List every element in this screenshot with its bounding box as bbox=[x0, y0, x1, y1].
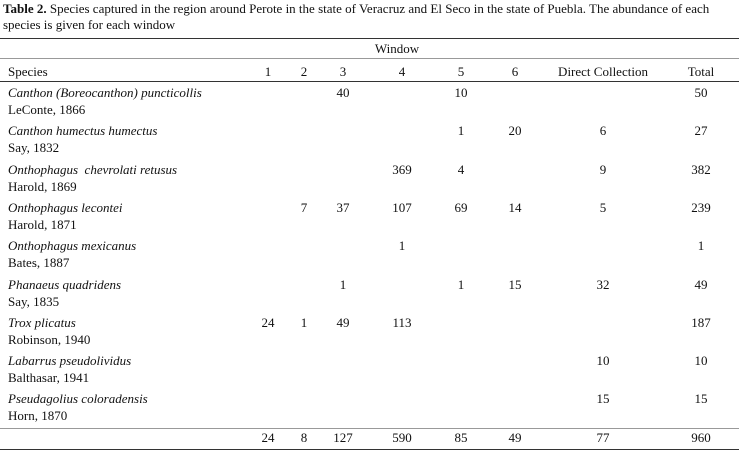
count-cell: 187 bbox=[691, 314, 711, 330]
species-author: Harold, 1869 bbox=[8, 178, 77, 194]
count-cell: 14 bbox=[508, 199, 522, 215]
count-cell: 15 bbox=[508, 276, 522, 292]
species-author: LeConte, 1866 bbox=[8, 102, 86, 117]
count-cell: 1 bbox=[339, 276, 347, 292]
count-cell: 40 bbox=[336, 85, 350, 100]
count-cell: 20 bbox=[508, 123, 522, 139]
count-cell: 10 bbox=[596, 353, 610, 369]
caption-label: Table 2. bbox=[3, 1, 47, 16]
count-cell: 7 bbox=[300, 199, 308, 215]
column-header: 4 bbox=[398, 64, 406, 79]
species-author: Say, 1835 bbox=[8, 293, 60, 309]
count-cell: 32 bbox=[596, 276, 610, 292]
species-name: Pseudagolius coloradensis bbox=[8, 391, 148, 407]
column-header: 3 bbox=[339, 64, 347, 79]
count-cell: 382 bbox=[691, 161, 711, 177]
total-cell: 127 bbox=[333, 430, 353, 445]
total-rule bbox=[0, 428, 739, 429]
species-name: Onthophagus mexicanus bbox=[8, 238, 137, 254]
species-name: Canthon (Boreocanthon) puncticollis bbox=[8, 85, 202, 100]
column-header: Total bbox=[687, 64, 715, 79]
species-author: Horn, 1870 bbox=[8, 408, 68, 424]
caption: Table 2. Species captured in the region … bbox=[3, 1, 737, 33]
count-cell: 10 bbox=[454, 85, 468, 100]
species-author: Bates, 1887 bbox=[8, 255, 70, 271]
total-cell: 24 bbox=[261, 430, 275, 445]
count-cell: 15 bbox=[694, 391, 708, 407]
species-name: Labarrus pseudolividus bbox=[8, 353, 132, 369]
species-name: Canthon humectus humectus bbox=[8, 123, 158, 139]
species-name: Onthophagus lecontei bbox=[8, 199, 123, 215]
column-header: 2 bbox=[300, 64, 308, 79]
count-cell: 113 bbox=[392, 314, 412, 330]
count-cell: 15 bbox=[596, 391, 610, 407]
count-cell: 1 bbox=[300, 314, 308, 330]
count-cell: 37 bbox=[336, 199, 350, 215]
total-cell: 85 bbox=[454, 430, 468, 445]
total-cell: 8 bbox=[300, 430, 308, 445]
column-header: 5 bbox=[457, 64, 465, 79]
group-rule bbox=[0, 58, 739, 59]
top-rule bbox=[0, 38, 739, 39]
species-author: Balthasar, 1941 bbox=[8, 370, 90, 386]
count-cell: 369 bbox=[392, 161, 412, 177]
species-header: Species bbox=[8, 64, 48, 79]
total-cell: 590 bbox=[392, 430, 412, 445]
count-cell: 6 bbox=[599, 123, 607, 139]
column-header: Direct Collection bbox=[558, 64, 648, 79]
species-name: Trox plicatus bbox=[8, 314, 76, 330]
total-cell: 77 bbox=[596, 430, 610, 445]
count-cell: 1 bbox=[398, 238, 406, 254]
species-author: Say, 1832 bbox=[8, 140, 60, 156]
total-cell: 960 bbox=[691, 430, 711, 445]
count-cell: 5 bbox=[599, 199, 607, 215]
count-cell: 4 bbox=[457, 161, 465, 177]
total-cell: 49 bbox=[508, 430, 522, 445]
column-header: 1 bbox=[264, 64, 272, 79]
count-cell: 239 bbox=[691, 199, 711, 215]
header-rule bbox=[0, 81, 739, 82]
caption-text: Species captured in the region around Pe… bbox=[3, 1, 710, 32]
count-cell: 1 bbox=[457, 276, 465, 292]
species-author: Harold, 1871 bbox=[8, 216, 77, 232]
count-cell: 24 bbox=[261, 314, 275, 330]
count-cell: 27 bbox=[694, 123, 708, 139]
species-author: Robinson, 1940 bbox=[8, 331, 91, 347]
count-cell: 10 bbox=[694, 353, 708, 369]
count-cell: 1 bbox=[697, 238, 705, 254]
species-name: Phanaeus quadridens bbox=[8, 276, 122, 292]
count-cell: 1 bbox=[457, 123, 465, 139]
group-header: Window bbox=[374, 41, 420, 56]
count-cell: 69 bbox=[454, 199, 468, 215]
count-cell: 49 bbox=[336, 314, 350, 330]
column-header: 6 bbox=[511, 64, 519, 79]
species-name: Onthophagus chevrolati retusus bbox=[8, 161, 178, 177]
count-cell: 50 bbox=[694, 85, 708, 100]
count-cell: 49 bbox=[694, 276, 708, 292]
count-cell: 107 bbox=[392, 199, 412, 215]
count-cell: 9 bbox=[599, 161, 607, 177]
bottom-rule bbox=[0, 449, 739, 450]
